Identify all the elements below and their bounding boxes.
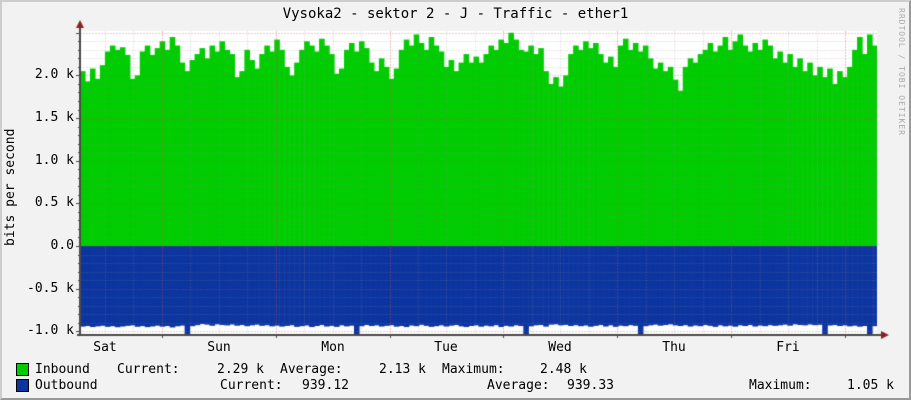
y-tick-label: 2.0 k — [34, 67, 74, 82]
inbound-current-value: 2.29 k — [217, 362, 264, 377]
outbound-current-label: Current: — [220, 378, 283, 393]
inbound-current-label: Current: — [117, 362, 180, 377]
rrdtool-watermark: RRDTOOL / TOBI OETIKER — [897, 8, 906, 136]
outbound-average-label: Average: — [487, 378, 550, 393]
x-tick-label: Fri — [776, 340, 800, 355]
inbound-maximum-label: Maximum: — [442, 362, 505, 377]
inbound-label: Inbound — [35, 362, 90, 377]
y-tick-label: -1.0 k — [27, 323, 74, 338]
x-tick-label: Tue — [434, 340, 458, 355]
outbound-maximum-label: Maximum: — [749, 378, 812, 393]
inbound-average-label: Average: — [280, 362, 343, 377]
x-tick-label: Mon — [321, 340, 345, 355]
outbound-average-value: 939.33 — [567, 378, 614, 393]
inbound-maximum-value: 2.48 k — [540, 362, 587, 377]
outbound-maximum-value: 1.05 k — [847, 378, 894, 393]
x-tick-label: Wed — [548, 340, 572, 355]
y-tick-label: 0.5 k — [34, 195, 74, 210]
outbound-label: Outbound — [35, 378, 98, 393]
x-tick-label: Sat — [93, 340, 117, 355]
x-tick-label: Sun — [207, 340, 231, 355]
inbound-swatch — [16, 363, 29, 376]
inbound-average-value: 2.13 k — [379, 362, 426, 377]
outbound-current-value: 939.12 — [302, 378, 349, 393]
graph-title: Vysoka2 - sektor 2 - J - Traffic - ether… — [282, 6, 629, 22]
y-tick-label: -0.5 k — [27, 281, 74, 296]
x-tick-label: Thu — [662, 340, 686, 355]
y-tick-label: 0.0 — [50, 238, 74, 253]
outbound-swatch — [16, 379, 29, 392]
y-tick-label: 1.5 k — [34, 110, 74, 125]
y-tick-label: 1.0 k — [34, 153, 74, 168]
